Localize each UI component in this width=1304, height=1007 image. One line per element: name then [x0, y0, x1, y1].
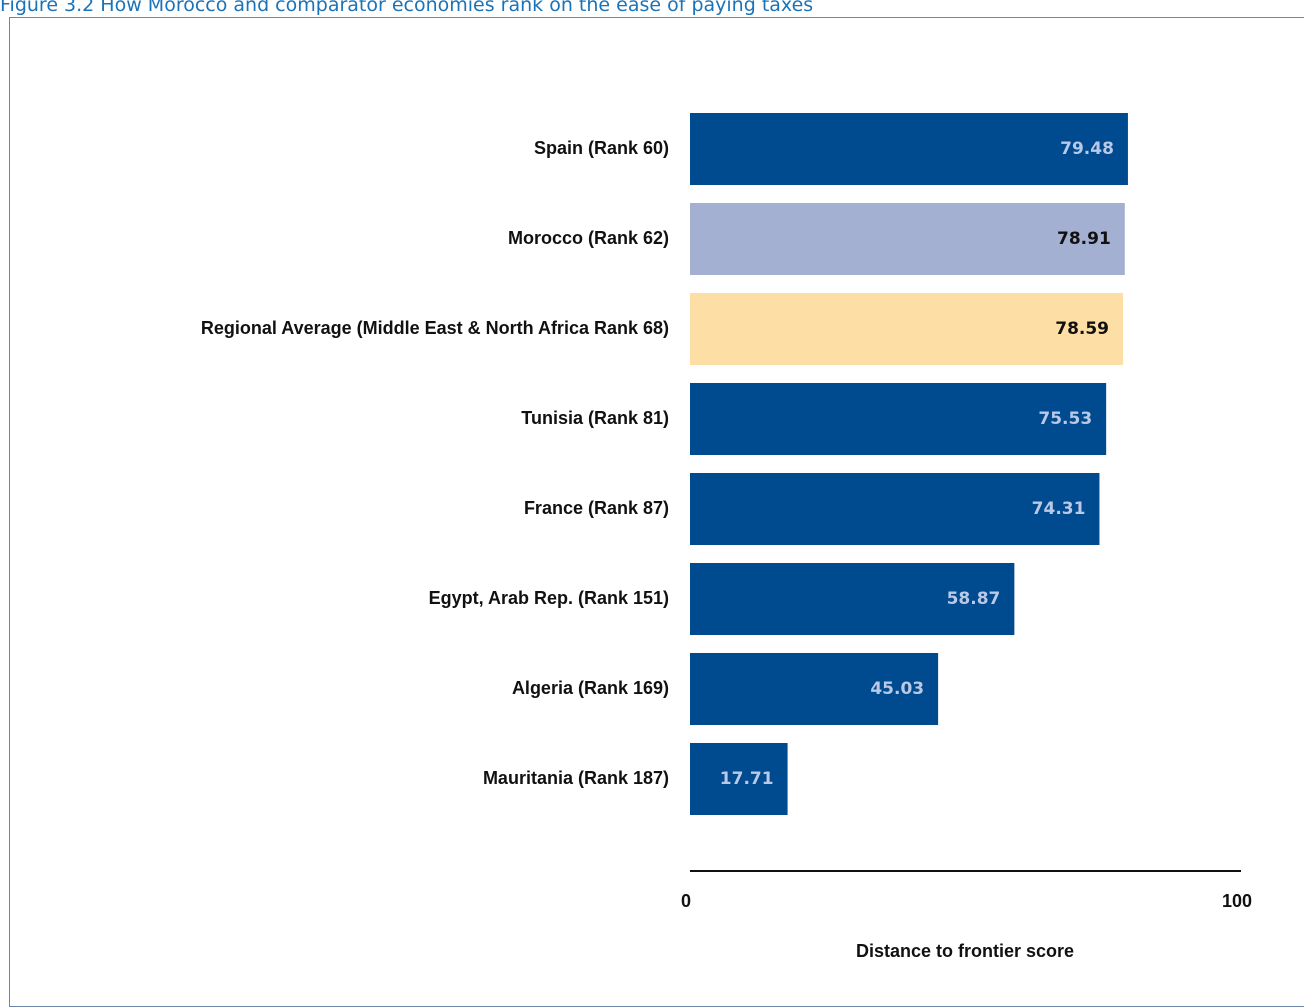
value-label: 74.31 [1032, 499, 1086, 519]
x-axis: 0 100 Distance to frontier score [681, 870, 1252, 961]
value-label: 78.91 [1057, 229, 1111, 249]
bar [690, 473, 1100, 545]
bar [690, 203, 1125, 275]
value-label: 78.59 [1055, 319, 1109, 339]
x-tick-label: 100 [1222, 891, 1252, 911]
category-label: Spain (Rank 60) [534, 138, 669, 158]
bar [690, 563, 1015, 635]
category-label: Regional Average (Middle East & North Af… [201, 318, 669, 338]
figure-caption: Figure 3.2 How Morocco and comparator ec… [0, 0, 814, 16]
bar [690, 293, 1124, 365]
value-label: 79.48 [1060, 139, 1114, 159]
bar [690, 653, 939, 725]
value-label: 17.71 [720, 769, 774, 789]
bar [690, 383, 1107, 455]
x-tick-label: 0 [681, 891, 691, 911]
bar [690, 743, 788, 815]
category-label: Algeria (Rank 169) [512, 678, 669, 698]
value-label: 75.53 [1038, 409, 1092, 429]
category-label: Morocco (Rank 62) [508, 228, 669, 248]
x-axis-title: Distance to frontier score [856, 941, 1074, 961]
value-label: 58.87 [947, 589, 1001, 609]
category-label: Tunisia (Rank 81) [521, 408, 669, 428]
category-label: France (Rank 87) [524, 498, 669, 518]
value-label: 45.03 [870, 679, 924, 699]
bars-group: Spain (Rank 60) 79.48 Morocco (Rank 62) 78.… [201, 113, 1128, 815]
category-label: Mauritania (Rank 187) [483, 768, 669, 788]
category-label: Egypt, Arab Rep. (Rank 151) [429, 588, 669, 608]
bar [690, 113, 1128, 185]
